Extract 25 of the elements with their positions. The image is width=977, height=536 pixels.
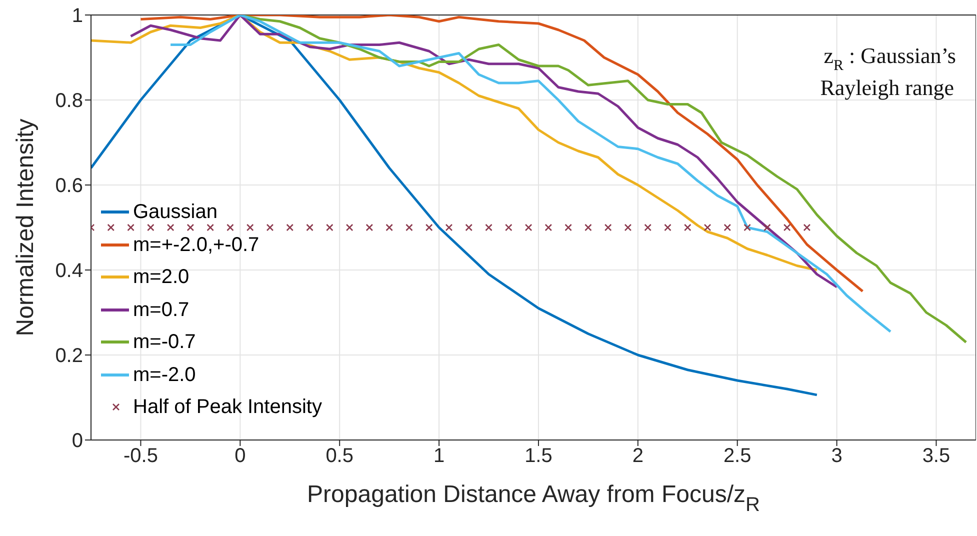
x-tick-label: 1.5 <box>524 445 552 468</box>
legend-label: m=-2.0 <box>133 362 196 388</box>
y-tick-label: 0.4 <box>55 260 83 282</box>
legend-label: m=-0.7 <box>133 330 196 355</box>
x-axis-title: Propagation Distance Away from Focus/z$_{R}$ <box>307 481 760 516</box>
x-tick-label: 2 <box>632 445 644 468</box>
legend-label: m=+-2.0,+-0.7 <box>133 232 260 258</box>
x-tick-label: 1 <box>433 445 445 468</box>
x-tick-label: 2.5 <box>723 445 752 468</box>
x-tick-label: -0.5 <box>123 445 158 468</box>
y-tick-label: 1 <box>72 5 83 28</box>
y-tick-label: 0.8 <box>55 90 83 112</box>
legend-label: Gaussian <box>133 200 218 225</box>
y-tick-label: 0.6 <box>55 175 83 198</box>
legend-label: m=2.0 <box>133 265 190 290</box>
x-tick-label: 0.5 <box>326 445 354 468</box>
y-tick-label: 0 <box>72 430 83 452</box>
y-tick-label: 0.2 <box>55 345 83 368</box>
legend-label: m=0.7 <box>133 298 190 322</box>
x-tick-label: 3.5 <box>922 445 950 468</box>
annotation: z$_{R}$ : Gaussian’s Rayleigh range <box>820 43 956 100</box>
x-tick-label: 0 <box>234 445 246 468</box>
legend-label: Half of Peak Intensity <box>133 395 322 420</box>
y-axis-title: Normalized Intensity <box>12 118 39 336</box>
x-tick-label: 3 <box>831 445 842 468</box>
